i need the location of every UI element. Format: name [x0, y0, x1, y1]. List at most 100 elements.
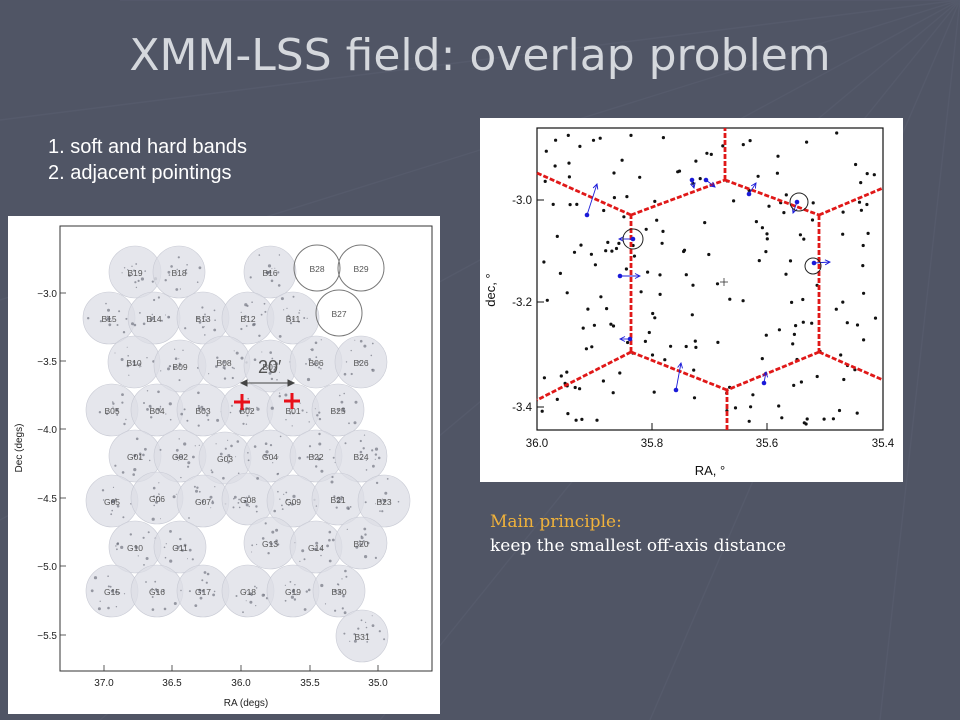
- pointing-source-dot: [133, 269, 135, 272]
- pointing-source-dot: [114, 590, 118, 594]
- pointing-source-dot: [227, 461, 230, 464]
- pointing-source-dot: [268, 541, 271, 544]
- pointing-source-dot: [174, 547, 177, 549]
- overlap-source-dot: [630, 236, 636, 242]
- source-dot: [751, 393, 755, 397]
- pointing-source-dot: [268, 371, 272, 375]
- highlight-circle-2: [789, 192, 809, 212]
- pointing-source-dot: [215, 365, 218, 368]
- pointing-source-dot: [305, 590, 308, 593]
- pointing-source-dot: [112, 402, 115, 405]
- source-dot: [865, 202, 869, 207]
- source-dot: [853, 368, 857, 372]
- pointing-source-dot: [366, 641, 369, 643]
- pointing-source-dot: [133, 323, 137, 327]
- pointing-source-dot: [151, 608, 155, 611]
- pointing-source-dot: [336, 500, 340, 504]
- pointing-source-dot: [336, 583, 339, 586]
- pointing-source-dot: [375, 503, 376, 505]
- pointing-source-dot: [154, 580, 157, 583]
- pointing-source-dot: [251, 544, 254, 547]
- pointing-source-dot: [202, 408, 206, 412]
- pointing-source-dot: [116, 548, 118, 551]
- mosaic-xtick-label: 36.0: [231, 678, 251, 689]
- source-dot: [669, 344, 673, 348]
- pointing-source-dot: [269, 444, 273, 447]
- pointing-source-dot: [245, 423, 248, 425]
- pointing-source-dot: [211, 501, 215, 505]
- pointing-source-dot: [383, 638, 386, 641]
- scale-label: 20′: [258, 357, 282, 377]
- pointing-source-dot: [219, 452, 223, 456]
- pointing-label-b27: B27: [331, 309, 346, 319]
- outline-circles: [293, 244, 385, 337]
- pointing-source-dot: [269, 271, 272, 274]
- pointing-source-dot: [111, 320, 112, 322]
- source-dot: [544, 149, 548, 153]
- pointing-source-dot: [272, 462, 274, 464]
- pointing-source-dot: [292, 590, 294, 593]
- pointing-source-dot: [129, 533, 132, 536]
- pointing-source-dot: [187, 465, 190, 468]
- pointing-source-dot: [121, 393, 124, 396]
- pointing-source-dot: [371, 624, 375, 627]
- pointing-label-b16: B16: [262, 268, 277, 278]
- pointing-labels: B19 B18 B16 B28 B29 B15 B14 B13 B12 B11 B27 B10 B09 B…: [101, 264, 391, 642]
- pointing-source-dot: [358, 540, 361, 543]
- pointing-source-dot: [275, 528, 279, 532]
- source-dot: [859, 181, 863, 185]
- pointing-source-dot: [276, 473, 279, 476]
- mosaic-map-figure: B19 B18 B16 B28 B29 B15 B14 B13 B12 B11 B27 B10 B09 B…: [8, 216, 440, 714]
- source-dot: [555, 397, 559, 401]
- source-dot: [682, 249, 686, 254]
- pointing-source-dot: [371, 615, 373, 617]
- pointing-source-dot: [224, 447, 227, 450]
- pointing-source-dot: [111, 401, 114, 403]
- source-dot: [543, 179, 547, 183]
- slide-title: XMM-LSS field: overlap problem: [129, 30, 831, 81]
- pointing-source-dot: [299, 402, 301, 404]
- pointing-label-b22: B22: [308, 452, 323, 462]
- pointing-source-dot: [97, 607, 101, 611]
- pointing-label-g14: G14: [308, 543, 324, 553]
- source-dot: [542, 260, 546, 264]
- pointing-source-dot: [240, 409, 242, 412]
- pointing-source-dot: [213, 309, 216, 312]
- pointing-source-dot: [188, 548, 192, 552]
- pointing-source-dot: [277, 271, 280, 274]
- principle-note: Main principle: keep the smallest off-ax…: [490, 510, 786, 558]
- pointing-source-dot: [183, 543, 187, 547]
- offset-arrow: [586, 183, 598, 216]
- pointing-source-dot: [232, 506, 235, 509]
- pointing-source-dot: [125, 418, 127, 421]
- pointing-source-dot: [353, 633, 356, 636]
- pointing-source-dot: [206, 572, 210, 576]
- source-dot: [658, 273, 662, 277]
- pointing-source-dot: [134, 281, 137, 284]
- source-dot: [732, 199, 736, 203]
- pointing-source-dot: [346, 528, 348, 530]
- pointing-source-dot: [267, 271, 270, 273]
- source-dot: [754, 220, 758, 224]
- pointing-source-dot: [111, 501, 114, 503]
- highlight-circles: [622, 192, 822, 275]
- source-dot: [780, 416, 784, 420]
- mosaic-ylabel: Dec (degs): [14, 424, 25, 473]
- outline-circle-b28: [293, 244, 341, 292]
- pointing-label-b14: B14: [146, 314, 161, 324]
- pointing-source-dot: [108, 323, 112, 327]
- pointing-source-dot: [235, 595, 238, 597]
- pointing-source-dot: [274, 542, 276, 544]
- pointing-source-dot: [180, 476, 182, 479]
- pointing-source-dot: [139, 312, 141, 314]
- pointing-source-dot: [295, 593, 297, 596]
- source-dot: [760, 357, 764, 361]
- source-dot: [805, 417, 809, 421]
- pointing-source-dot: [120, 545, 124, 549]
- pointing-source-dot: [143, 402, 145, 404]
- source-dot: [801, 320, 805, 324]
- pointing-source-dot: [287, 504, 290, 506]
- pointing-source-dot: [176, 272, 178, 274]
- boundary-line: [536, 350, 632, 402]
- pointing-source-dot: [231, 376, 234, 380]
